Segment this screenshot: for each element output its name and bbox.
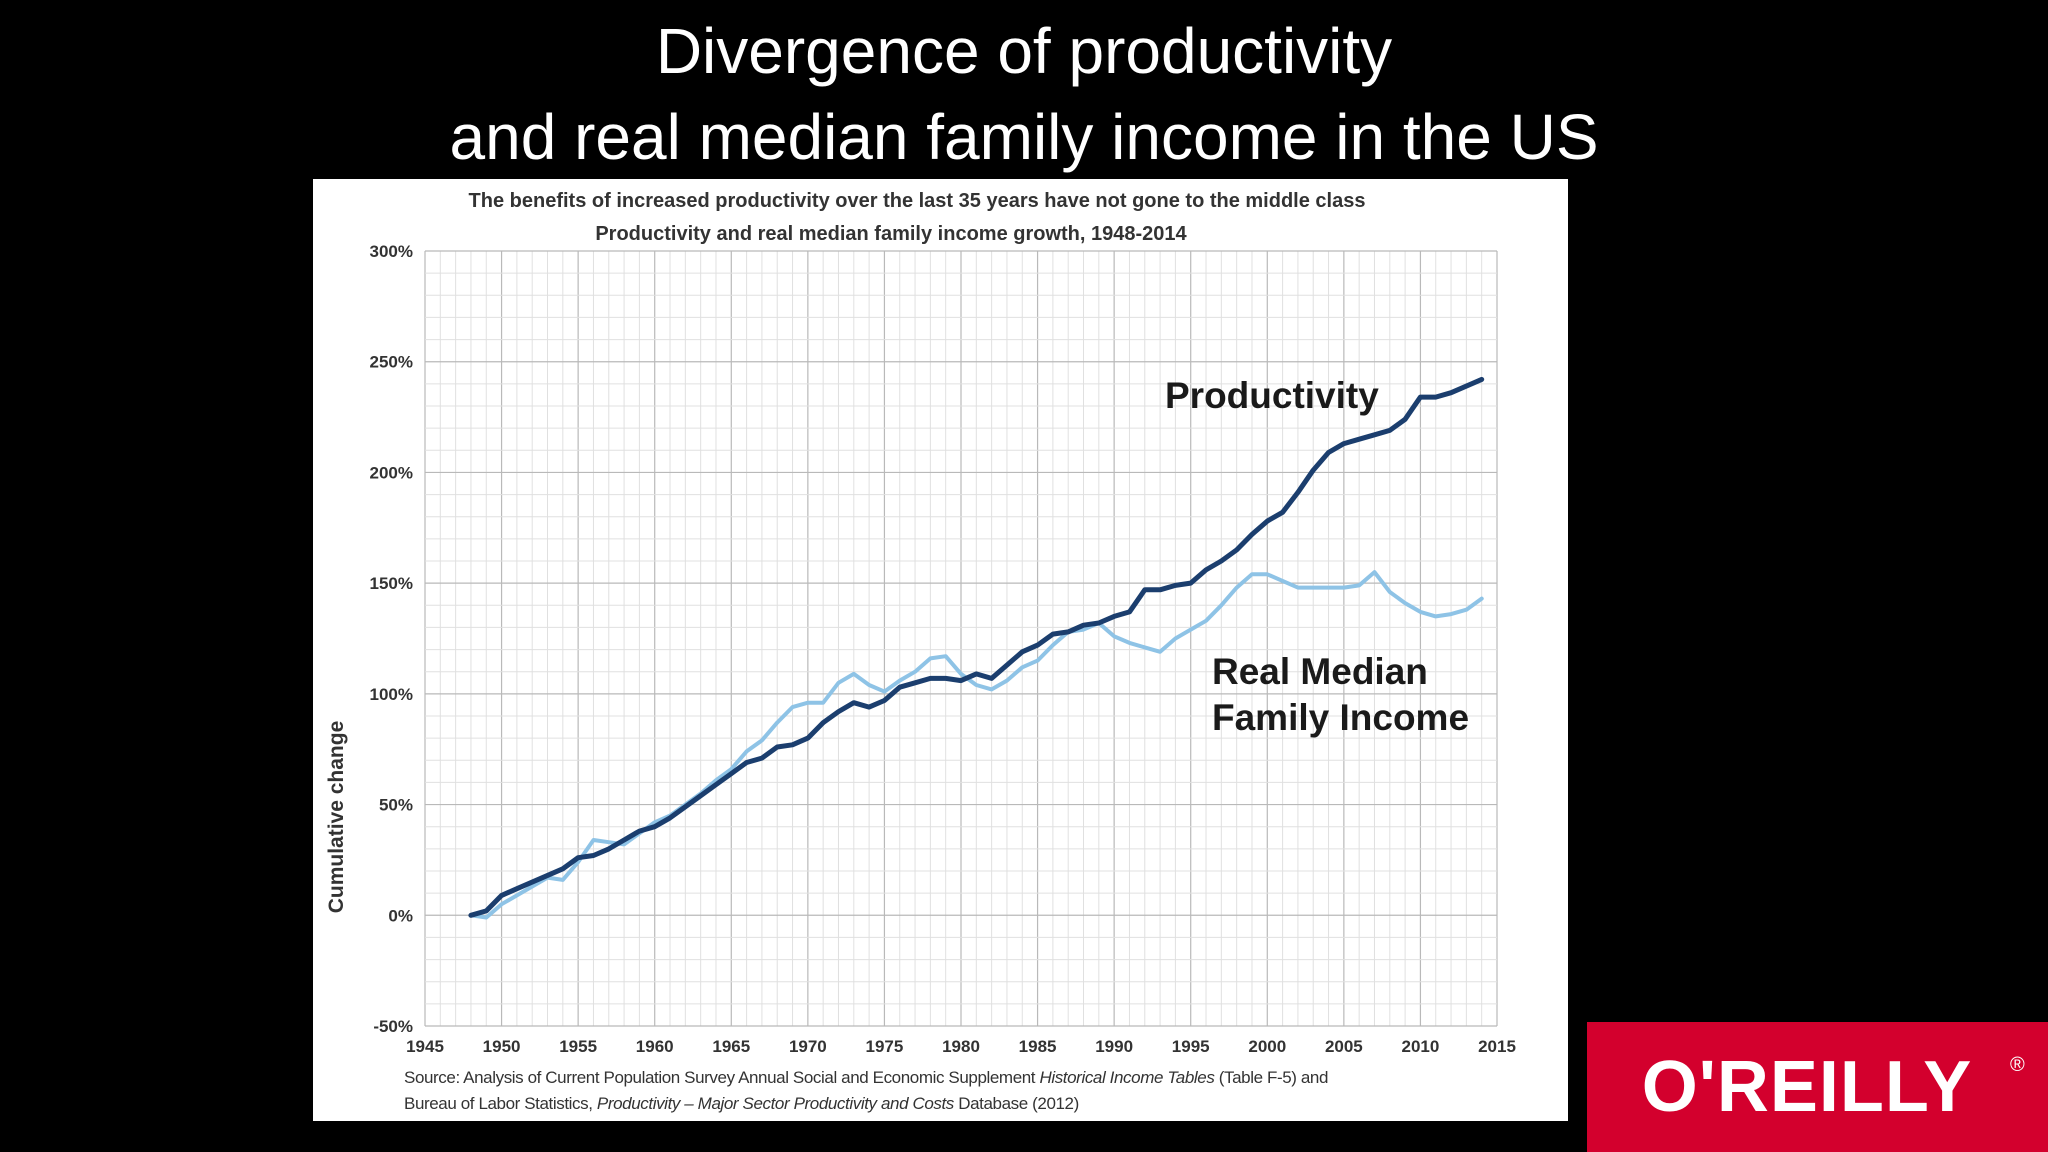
chart-figure: The benefits of increased productivity o… <box>313 179 1568 1121</box>
y-tick-label: 200% <box>370 463 413 482</box>
x-tick-label: 1970 <box>789 1037 827 1056</box>
y-tick-label: -50% <box>373 1017 413 1036</box>
oreilly-logo-text: O'REILLY <box>1641 1047 1973 1127</box>
x-tick-label: 1955 <box>559 1037 597 1056</box>
source-line-2: Bureau of Labor Statistics, Productivity… <box>404 1091 1524 1117</box>
y-tick-label: 0% <box>388 906 413 925</box>
x-tick-label: 1980 <box>942 1037 980 1056</box>
chart-grid <box>424 250 1498 1027</box>
slide-title: Divergence of productivity and real medi… <box>0 8 2048 180</box>
x-tick-label: 2005 <box>1325 1037 1363 1056</box>
y-tick-label: 100% <box>370 685 413 704</box>
oreilly-logo: O'REILLY ® <box>1587 1022 2048 1152</box>
x-tick-label: 1945 <box>406 1037 444 1056</box>
x-tick-label: 1990 <box>1095 1037 1133 1056</box>
y-axis-title: Cumulative change <box>325 721 348 914</box>
x-tick-label: 2010 <box>1402 1037 1440 1056</box>
slide-title-line-1: Divergence of productivity <box>655 15 1393 87</box>
income-series-label-line-1: Real Median <box>1212 651 1428 692</box>
productivity-series-label: Productivity <box>1165 375 1379 416</box>
series-lines <box>468 376 1485 920</box>
axis-ticks: 1945 1950 1955 1960 1965 1970 1975 1980 1985 1990… <box>370 242 1516 1056</box>
source-line-1-part-b: Historical Income Tables <box>1039 1068 1215 1087</box>
y-tick-label: 300% <box>370 242 413 261</box>
source-line-1-part-a: Source: Analysis of Current Population S… <box>404 1068 1040 1087</box>
line-chart: The benefits of increased productivity o… <box>325 190 1516 1056</box>
x-tick-label: 1975 <box>866 1037 904 1056</box>
registered-mark-icon: ® <box>2010 1054 2025 1076</box>
x-tick-label: 1960 <box>636 1037 674 1056</box>
x-tick-label: 1950 <box>483 1037 521 1056</box>
chart-title: The benefits of increased productivity o… <box>469 190 1366 212</box>
x-tick-label: 1965 <box>712 1037 750 1056</box>
source-line-2-part-a: Bureau of Labor Statistics, <box>404 1094 597 1113</box>
y-tick-label: 250% <box>370 353 413 372</box>
income-series-label-line-2: Family Income <box>1212 697 1469 738</box>
x-tick-label: 1995 <box>1172 1037 1210 1056</box>
source-line-1: Source: Analysis of Current Population S… <box>404 1065 1524 1091</box>
y-tick-label: 50% <box>379 796 413 815</box>
chart-subtitle: Productivity and real median family inco… <box>595 223 1187 245</box>
y-tick-label: 150% <box>370 574 413 593</box>
x-tick-label: 2015 <box>1478 1037 1516 1056</box>
x-tick-label: 2000 <box>1248 1037 1286 1056</box>
source-line-1-part-c: (Table F-5) and <box>1214 1068 1329 1087</box>
slide-title-line-2: and real median family income in the US <box>449 101 1599 173</box>
source-line-2-part-c: Database (2012) <box>953 1094 1079 1113</box>
source-note: Source: Analysis of Current Population S… <box>404 1065 1524 1117</box>
source-line-2-part-b: Productivity – Major Sector Productivity… <box>596 1094 954 1113</box>
productivity-line <box>468 376 1485 918</box>
x-tick-label: 1985 <box>1019 1037 1057 1056</box>
